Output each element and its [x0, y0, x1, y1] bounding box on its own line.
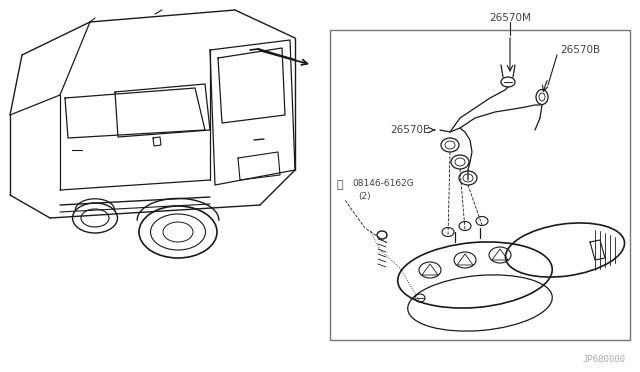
- Text: Ⓑ: Ⓑ: [337, 180, 343, 190]
- Text: JP680000: JP680000: [582, 356, 625, 365]
- Text: 26570B: 26570B: [560, 45, 600, 55]
- Text: (2): (2): [358, 192, 371, 201]
- Text: 26570M: 26570M: [489, 13, 531, 23]
- Text: 08146-6162G: 08146-6162G: [352, 179, 413, 187]
- Bar: [330, 30, 630, 340]
- Text: 26570E: 26570E: [390, 125, 429, 135]
